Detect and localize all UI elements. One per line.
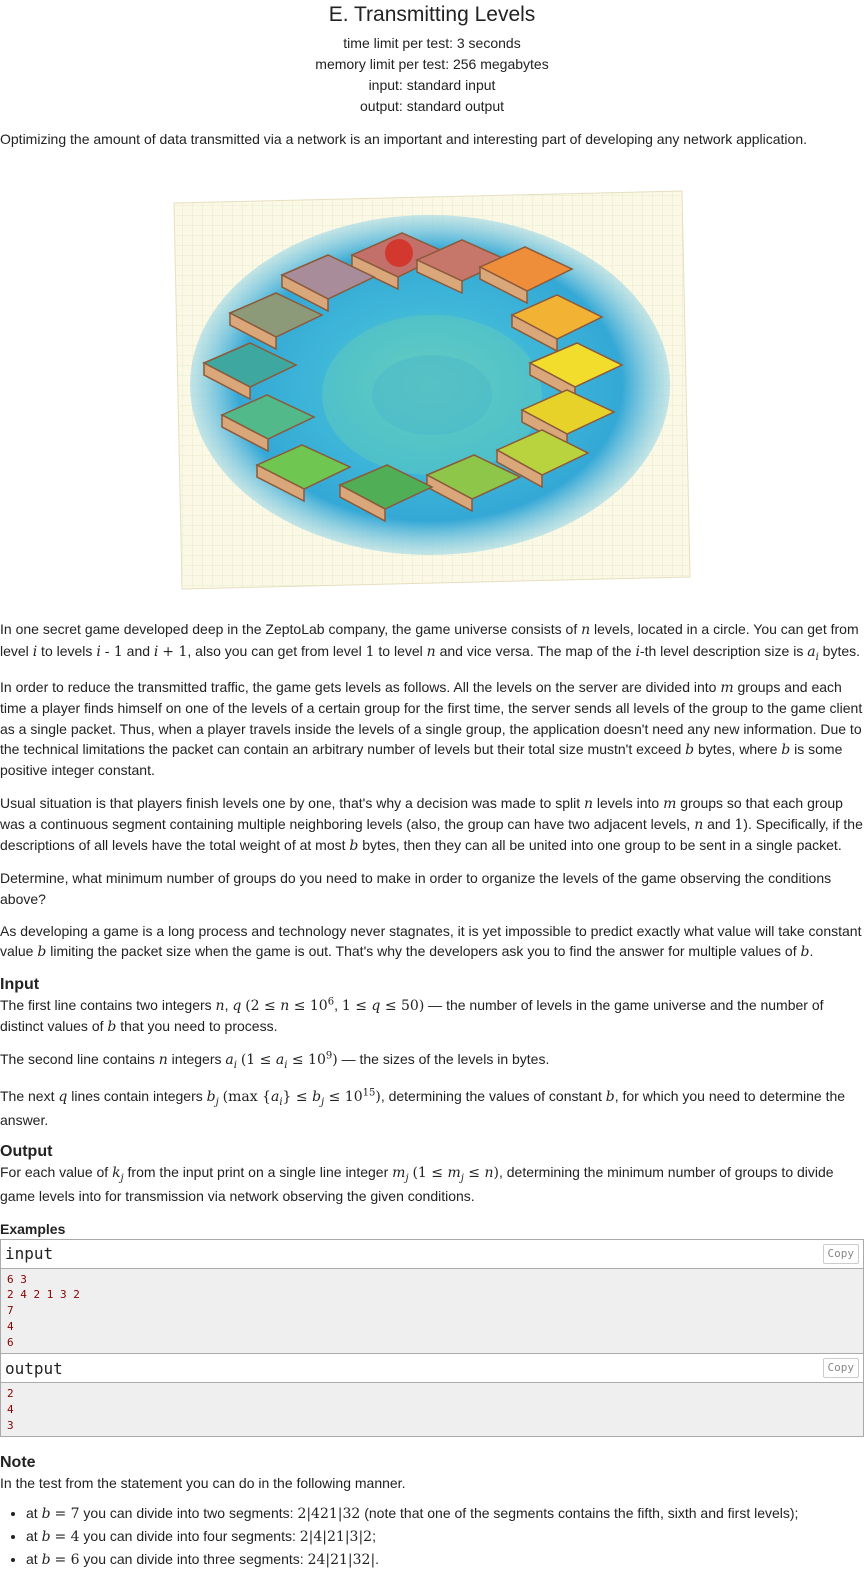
sample-tests: input Copy 6 3 2 4 2 1 3 2 7 4 6 output … (0, 1238, 864, 1438)
sample-output-title: output (5, 1358, 63, 1378)
sample-input-header: input Copy (1, 1239, 863, 1269)
input-paragraph-1: The first line contains two integers n, … (0, 995, 824, 1035)
problem-title: E. Transmitting Levels (328, 3, 536, 26)
intro-paragraph: Optimizing the amount of data transmitte… (0, 131, 808, 148)
sample-input-title: input (5, 1244, 54, 1264)
statement-paragraph-4: Determine, what minimum number of groups… (0, 870, 832, 907)
time-limit: time limit per test: 3 seconds (343, 35, 521, 52)
examples-section-title: Examples (0, 1220, 66, 1237)
output-section-title: Output (0, 1143, 53, 1161)
output-file: output: standard output (360, 98, 504, 115)
problem-header: E. Transmitting Levels time limit per te… (0, 0, 864, 117)
copy-input-button[interactable]: Copy (822, 1243, 859, 1264)
note-intro: In the test from the statement you can d… (0, 1475, 406, 1492)
note-item-1: at b = 7 you can divide into two segment… (26, 1502, 864, 1525)
note-item-2: at b = 4 you can divide into four segmen… (26, 1525, 864, 1548)
note-item-3: at b = 6 you can divide into three segme… (26, 1548, 864, 1571)
sample-input-text: 6 3 2 4 2 1 3 2 7 4 6 (1, 1268, 863, 1354)
copy-output-button[interactable]: Copy (822, 1358, 859, 1379)
statement-paragraph-1: In one secret game developed deep in the… (0, 621, 861, 663)
note-section-title: Note (0, 1454, 36, 1472)
game-levels-ring-icon (173, 190, 691, 590)
sample-output-header: output Copy (1, 1353, 863, 1384)
output-paragraph: For each value of kj from the input prin… (0, 1164, 834, 1205)
input-paragraph-3: The next q lines contain integers bj (ma… (0, 1086, 846, 1128)
input-section-title: Input (0, 975, 40, 993)
input-file: input: standard input (368, 77, 496, 94)
game-levels-ring-illustration (0, 185, 864, 595)
statement-paragraph-3: Usual situation is that players finish l… (0, 794, 863, 855)
sample-output-text: 2 4 3 (1, 1383, 863, 1437)
statement-paragraph-5: As developing a game is a long process a… (0, 923, 862, 961)
note-list: at b = 7 you can divide into two segment… (0, 1502, 864, 1571)
memory-limit: memory limit per test: 256 megabytes (315, 56, 549, 73)
statement-paragraph-2: In order to reduce the transmitted traff… (0, 679, 863, 779)
input-paragraph-2: The second line contains n integers ai (… (0, 1050, 550, 1072)
